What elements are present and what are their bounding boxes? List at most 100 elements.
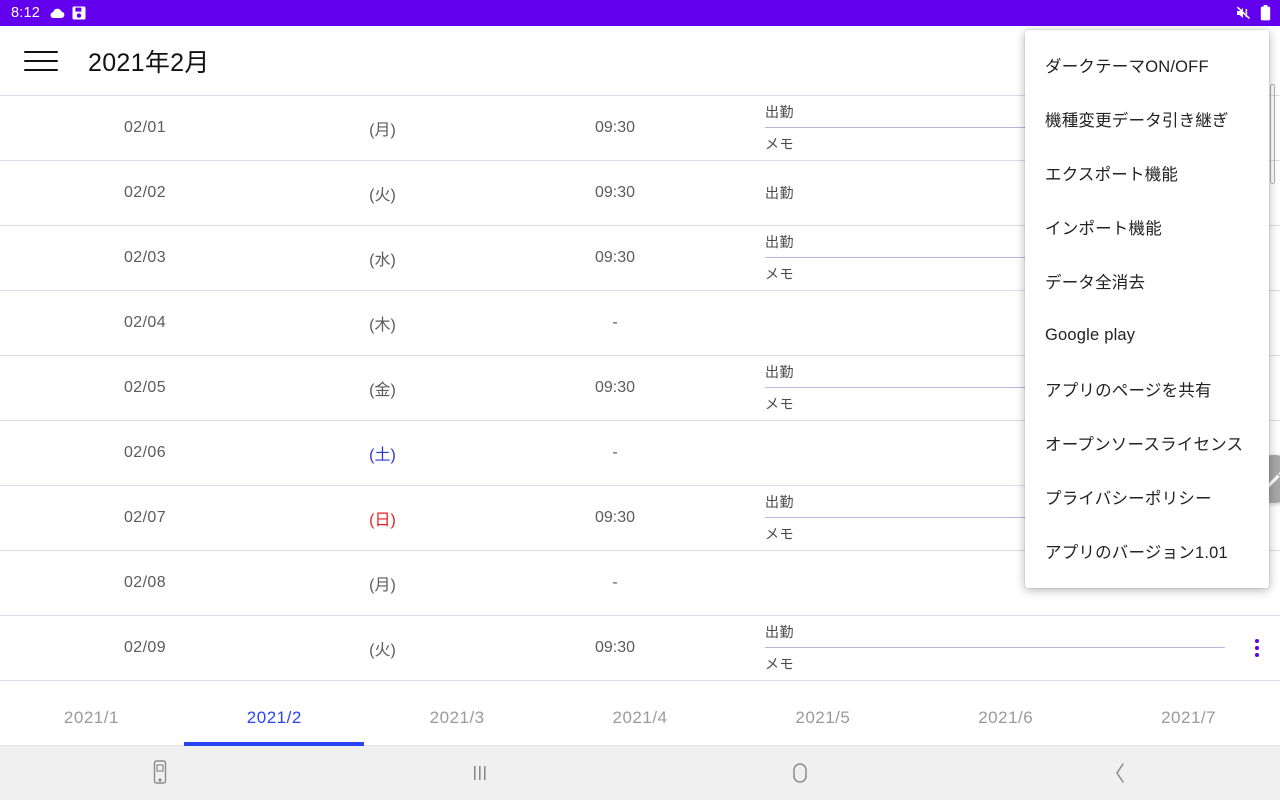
row-dayofweek: (月) <box>369 577 396 594</box>
menu-item[interactable]: 機種変更データ引き継ぎ <box>1045 112 1229 130</box>
row-fields: 出勤 メモ <box>755 616 1234 680</box>
row-field[interactable]: 出勤 <box>765 177 1234 209</box>
row-field-underline <box>765 127 1225 128</box>
screenshot-icon[interactable] <box>0 760 320 786</box>
more-vertical-icon[interactable] <box>1255 639 1259 657</box>
row-time: - <box>612 574 618 591</box>
appbar-divider <box>0 95 1280 96</box>
row-fields: 出勤 <box>755 161 1234 225</box>
menu-item[interactable]: プライバシーポリシー <box>1045 490 1212 508</box>
row-fields: 出勤 メモ <box>755 486 1234 550</box>
row-field[interactable]: 出勤 <box>765 96 1234 128</box>
android-nav-bar <box>0 746 1280 800</box>
row-dayofweek: (水) <box>369 252 396 269</box>
row-field-label: メモ <box>765 526 794 542</box>
row-date: 02/01 <box>123 119 167 136</box>
row-field-label: 出勤 <box>765 104 794 120</box>
row-dayofweek: (金) <box>369 382 396 399</box>
row-fields: 出勤 メモ <box>755 226 1234 290</box>
tab-label: 2021/1 <box>63 707 119 727</box>
row-field[interactable]: メモ <box>765 648 1234 680</box>
row-time: 09:30 <box>594 379 636 396</box>
row-date: 02/09 <box>123 639 167 656</box>
tab-2021-4[interactable]: 2021/4 <box>549 690 732 746</box>
tab-label: 2021/5 <box>795 707 851 727</box>
tab-2021-6[interactable]: 2021/6 <box>914 690 1097 746</box>
row-field-underline <box>765 387 1225 388</box>
status-left-icons <box>49 6 86 20</box>
mute-vibrate-icon <box>1236 6 1253 20</box>
tab-2021-2[interactable]: 2021/2 <box>183 690 366 746</box>
menu-item[interactable]: エクスポート機能 <box>1045 166 1179 184</box>
row-field-label: 出勤 <box>765 494 794 510</box>
home-icon[interactable] <box>640 761 960 785</box>
row-field[interactable]: 出勤 <box>765 486 1234 518</box>
menu-item[interactable]: Google play <box>1045 325 1136 344</box>
row-overflow-slot[interactable] <box>1234 639 1280 657</box>
row-field-label: 出勤 <box>765 185 794 201</box>
row-time: 09:30 <box>594 509 636 526</box>
month-tabs[interactable]: 2021/1 2021/2 2021/3 2021/4 2021/5 2021/6 2021… <box>0 690 1280 746</box>
status-right-icons <box>1236 5 1271 21</box>
row-date: 02/08 <box>123 574 167 591</box>
row-field-label: 出勤 <box>765 364 794 380</box>
row-time: - <box>612 444 618 461</box>
row-field[interactable]: メモ <box>765 388 1234 420</box>
row-field[interactable]: 出勤 <box>765 616 1234 648</box>
vertical-scrollbar[interactable] <box>1270 84 1275 184</box>
row-field[interactable]: メモ <box>765 128 1234 160</box>
battery-icon <box>1260 5 1271 21</box>
row-date: 02/03 <box>123 249 167 266</box>
menu-item[interactable]: アプリのページを共有 <box>1045 382 1212 400</box>
row-field-underline <box>765 517 1225 518</box>
row-time: - <box>612 314 618 331</box>
row-dayofweek: (木) <box>369 317 396 334</box>
page-title: 2021年2月 <box>88 49 210 77</box>
overflow-dropdown-menu[interactable]: ダークテーマON/OFF 機種変更データ引き継ぎ エクスポート機能 インポート機能 デー… <box>1025 30 1269 588</box>
tab-label: 2021/2 <box>246 707 302 727</box>
tab-2021-3[interactable]: 2021/3 <box>366 690 549 746</box>
row-time: 09:30 <box>594 184 636 201</box>
tab-2021-7[interactable]: 2021/7 <box>1097 690 1280 746</box>
menu-item[interactable]: アプリのバージョン1.01 <box>1045 544 1228 562</box>
row-field[interactable]: 出勤 <box>765 226 1234 258</box>
row-field-label: メモ <box>765 136 794 152</box>
table-row[interactable]: 02/09 (火) 09:30 出勤 メモ <box>0 616 1280 681</box>
row-field-label: 出勤 <box>765 624 794 640</box>
menu-item[interactable]: オープンソースライセンス <box>1045 436 1244 454</box>
row-fields: 出勤 メモ <box>755 356 1234 420</box>
menu-item[interactable]: インポート機能 <box>1045 220 1162 238</box>
menu-item[interactable]: データ全消去 <box>1045 274 1146 292</box>
row-field-label: メモ <box>765 266 794 282</box>
tab-2021-1[interactable]: 2021/1 <box>0 690 183 746</box>
back-icon[interactable] <box>960 761 1280 785</box>
menu-item[interactable]: ダークテーマON/OFF <box>1045 58 1209 76</box>
status-clock: 8:12 <box>11 5 41 21</box>
status-bar: 8:12 <box>0 0 1280 26</box>
row-field-label: メモ <box>765 396 794 412</box>
tab-2021-5[interactable]: 2021/5 <box>731 690 914 746</box>
row-date: 02/05 <box>123 379 167 396</box>
row-field-label: 出勤 <box>765 234 794 250</box>
row-time: 09:30 <box>594 249 636 266</box>
recents-icon[interactable] <box>320 762 640 784</box>
row-dayofweek: (土) <box>369 447 396 464</box>
row-field-underline <box>765 647 1225 648</box>
row-dayofweek: (火) <box>369 642 396 659</box>
hamburger-icon[interactable] <box>24 48 58 74</box>
row-field[interactable]: 出勤 <box>765 356 1234 388</box>
row-field[interactable]: メモ <box>765 518 1234 550</box>
cloud-icon <box>49 7 65 20</box>
row-dayofweek: (月) <box>369 122 396 139</box>
save-image-icon <box>72 6 86 20</box>
row-field-label: メモ <box>765 656 794 672</box>
tab-label: 2021/7 <box>1161 707 1217 727</box>
row-date: 02/02 <box>123 184 167 201</box>
tab-label: 2021/3 <box>429 707 485 727</box>
row-field-underline <box>765 257 1225 258</box>
row-dayofweek: (日) <box>369 512 396 529</box>
row-fields: 出勤 メモ <box>755 96 1234 160</box>
row-date: 02/07 <box>123 509 167 526</box>
row-field[interactable]: メモ <box>765 258 1234 290</box>
